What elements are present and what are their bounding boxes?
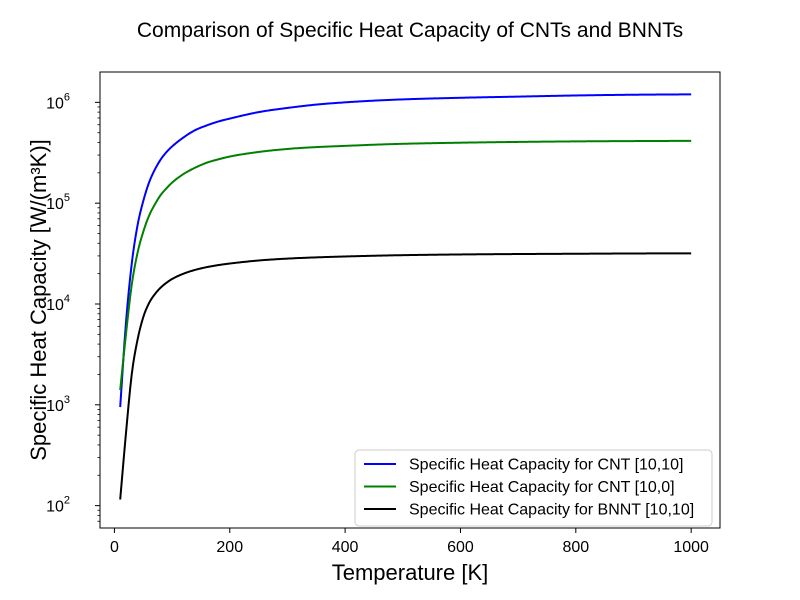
chart-title: Comparison of Specific Heat Capacity of …: [137, 19, 683, 42]
x-tick-label: 0: [110, 539, 119, 556]
series-line: [119, 139, 692, 391]
x-tick-label: 400: [332, 539, 359, 556]
legend: Specific Heat Capacity for CNT [10,10] Sp…: [354, 449, 713, 527]
y-tick-base: 10: [46, 95, 64, 112]
x-tick-label: 1000: [673, 539, 709, 556]
y-tick-label: 106: [46, 91, 70, 112]
x-tick-label: 800: [562, 539, 589, 556]
y-tick-base: 10: [46, 297, 64, 314]
y-tick-exponent: 6: [64, 91, 70, 103]
legend-label: Specific Heat Capacity for CNT [10,10]: [409, 457, 684, 474]
legend-label: Specific Heat Capacity for CNT [10,0]: [409, 479, 675, 496]
y-tick-exponent: 5: [64, 192, 70, 204]
y-tick-base: 10: [46, 499, 64, 516]
y-tick-exponent: 3: [64, 394, 70, 406]
series-line: [119, 93, 692, 408]
y-tick-base: 10: [46, 196, 64, 213]
plot-lines: [119, 93, 692, 500]
series-line: [119, 252, 692, 500]
x-tick-label: 200: [216, 539, 243, 556]
x-axis-label: Temperature [K]: [332, 560, 489, 585]
y-tick-label: 102: [46, 495, 70, 516]
y-tick-label: 105: [46, 192, 70, 213]
y-tick-base: 10: [46, 398, 64, 415]
y-tick-label: 103: [46, 394, 70, 415]
x-axis: 0 200 400 600 800 1000: [110, 528, 709, 556]
y-tick-exponent: 4: [64, 293, 70, 305]
legend-label: Specific Heat Capacity for BNNT [10,10]: [409, 502, 694, 519]
y-tick-label: 104: [46, 293, 70, 314]
y-axis-label: Specific Heat Capacity [W/(m³K)]: [26, 139, 51, 461]
legend-box: [354, 449, 713, 527]
x-tick-label: 600: [447, 539, 474, 556]
plot-frame: [99, 71, 721, 529]
y-tick-exponent: 2: [64, 495, 70, 507]
